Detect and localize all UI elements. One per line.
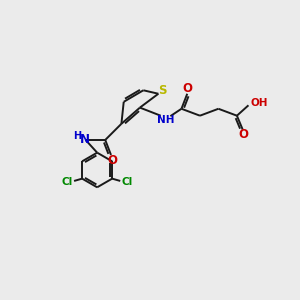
Text: O: O: [183, 82, 193, 95]
Text: NH: NH: [157, 115, 175, 125]
Text: O: O: [107, 154, 117, 166]
Text: S: S: [158, 85, 166, 98]
Text: O: O: [239, 128, 249, 141]
Text: OH: OH: [250, 98, 268, 108]
Text: Cl: Cl: [122, 177, 133, 187]
Text: H: H: [74, 131, 82, 141]
Text: Cl: Cl: [61, 177, 73, 187]
Text: N: N: [80, 134, 89, 146]
